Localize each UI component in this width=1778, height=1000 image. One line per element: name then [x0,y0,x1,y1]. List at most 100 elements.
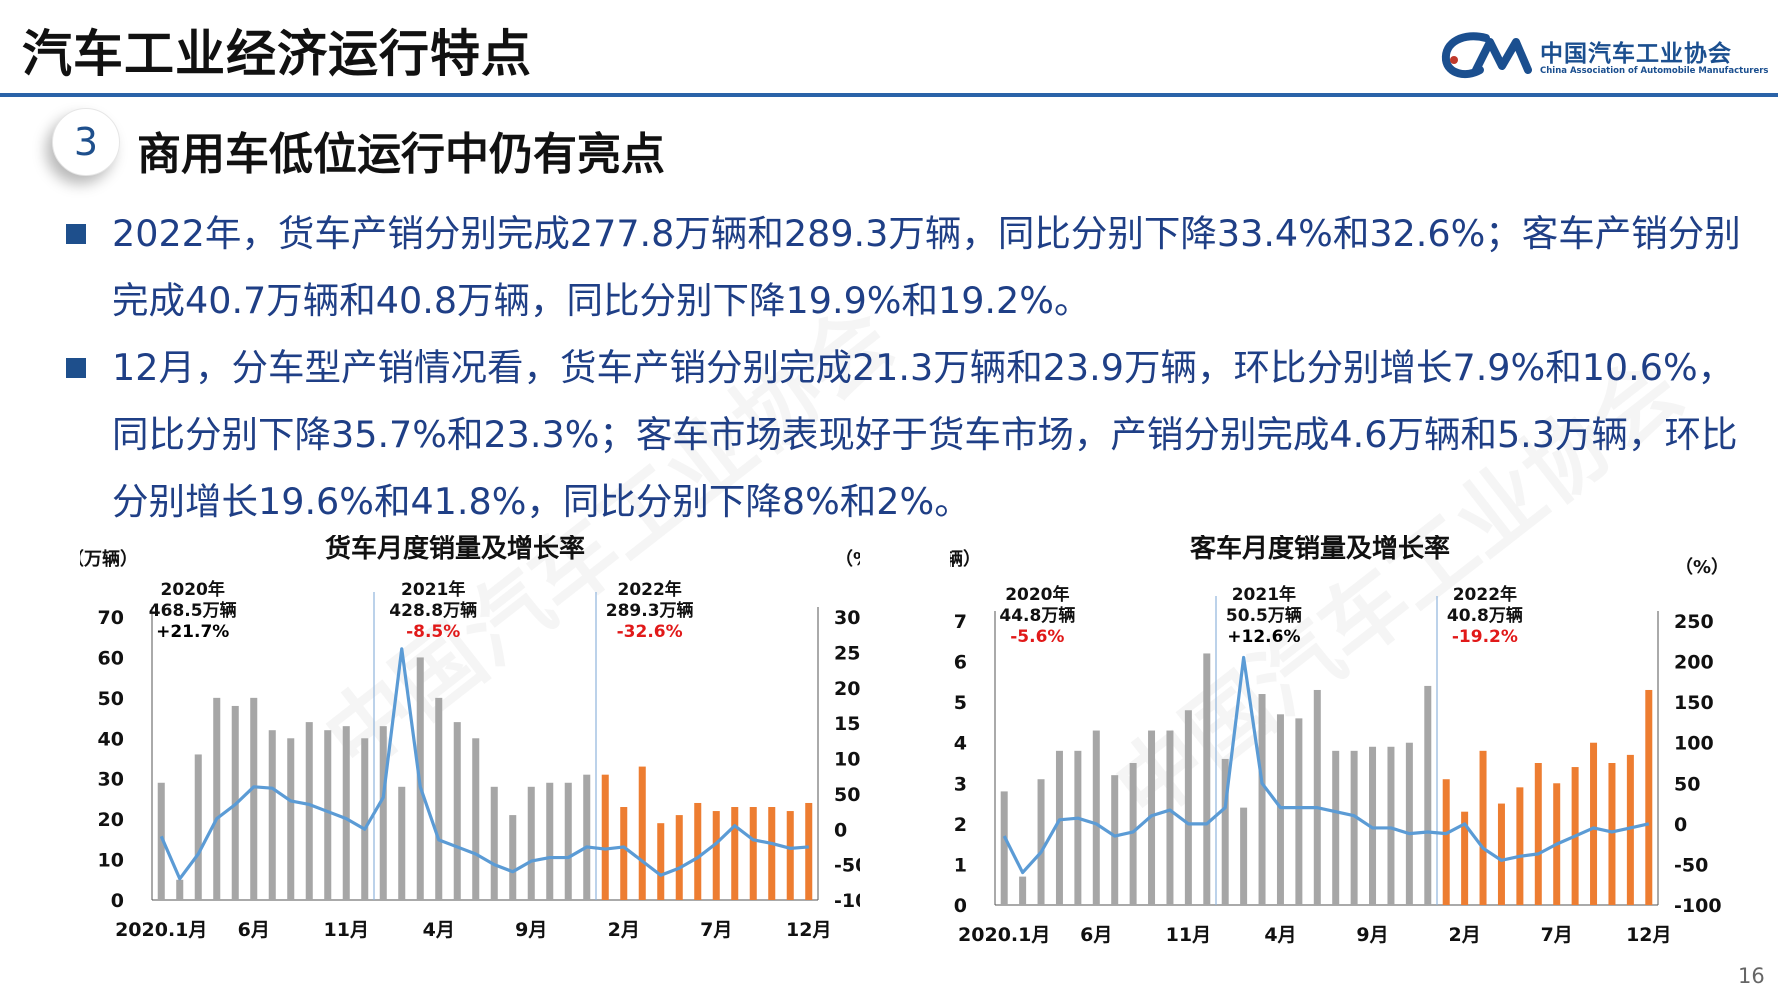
section-number: 3 [73,120,99,164]
y2-tick-label: 0 [834,819,847,841]
y-tick-label: 2 [954,814,967,836]
y2-tick-label: 200 [834,678,860,700]
bus-sales-chart: 客车月度销量及增长率 （万辆） （%） 0 1 2 3 4 5 6 7 -100 -50 0 50 100 15… [950,535,1750,950]
square-bullet-icon [66,224,86,244]
year-label: 2022年 [1453,584,1517,605]
y2-axis-label: （%） [835,549,860,570]
bar [1405,742,1413,905]
bar [1184,710,1192,905]
bar [1258,694,1266,905]
year-growth-label: -19.2% [1452,627,1518,647]
y2-tick-label: 250 [1674,611,1714,633]
bar [1590,742,1598,905]
bar [786,811,794,900]
year-total-label: 50.5万辆 [1226,605,1302,626]
bar [1240,807,1248,905]
x-tick-label: 2月 [1449,924,1481,946]
bar [1092,730,1100,905]
bar [1442,779,1450,905]
year-growth-label: +12.6% [1227,627,1300,647]
bar [749,807,757,900]
truck-sales-chart: 货车月度销量及增长率 （万辆） （%） 0 10 20 30 40 50 60 70 -100 -50 0… [80,535,860,950]
y-axis-label: （万辆） [80,548,138,570]
bar [1497,803,1505,905]
y-tick-label: 0 [111,890,124,912]
y2-tick-label: -50 [1674,854,1708,876]
bar [1129,763,1137,905]
y2-tick-label: 50 [1674,773,1700,795]
bar [176,879,184,900]
bar [490,786,498,900]
year-total-label: 289.3万辆 [606,600,694,621]
bar [1626,754,1634,905]
bullet-item: 2022年，货车产销分别完成277.8万辆和289.3万辆，同比分别下降33.4… [60,200,1760,334]
bar [1350,750,1358,905]
growth-line [159,647,809,881]
y2-tick-label: 0 [1674,814,1687,836]
year-label: 2020年 [1005,584,1069,605]
chart-title: 客车月度销量及增长率 [1190,535,1450,564]
bar [712,811,720,900]
y2-tick-label: -100 [1674,895,1722,917]
bar [1516,787,1524,905]
bar [620,807,628,900]
bar [1221,758,1229,905]
bar [583,774,591,900]
x-tick-label: 7月 [700,919,732,941]
y-tick-label: 40 [98,728,124,750]
y-tick-label: 50 [98,688,124,710]
year-growth-label: +21.7% [156,622,229,642]
bar [1534,763,1542,905]
year-growth-label: -8.5% [406,622,460,642]
bullet-text: 2022年，货车产销分别完成277.8万辆和289.3万辆，同比分别下降33.4… [112,212,1741,322]
bar [379,726,387,900]
bar [805,802,813,900]
bar [435,697,443,900]
y-tick-label: 30 [98,769,124,791]
bar [638,766,646,900]
logo-text-cn: 中国汽车工业协会 [1540,41,1732,67]
bar [1000,791,1008,905]
chart-title: 货车月度销量及增长率 [325,535,585,564]
section-title: 商用车低位运行中仍有亮点 [137,129,665,180]
x-tick-label: 2020.1月 [958,924,1050,946]
year-total-label: 40.8万辆 [1447,605,1523,626]
bar [1608,763,1616,905]
x-tick-label: 9月 [515,919,547,941]
bar [564,782,572,900]
bar [1111,775,1119,905]
logo-mark-icon [1441,32,1532,79]
bar [157,782,165,900]
bar [342,726,350,900]
bar [1074,750,1082,905]
y-tick-label: 3 [954,773,967,795]
year-growth-label: -5.6% [1010,627,1064,647]
x-tick-label: 4月 [1264,924,1296,946]
bar [1479,750,1487,905]
bullet-text: 12月，分车型产销情况看，货车产销分别完成21.3万辆和23.9万辆，环比分别增… [112,346,1738,523]
page-number: 16 [1738,964,1765,988]
y-tick-label: 70 [98,607,124,629]
bar [1332,750,1340,905]
square-bullet-icon [66,358,86,378]
bar [1645,689,1653,905]
x-tick-label: 11月 [324,919,369,941]
y-tick-label: 1 [954,854,967,876]
bar [1424,685,1432,905]
bar [1203,653,1211,905]
bar [213,697,221,900]
x-tick-label: 9月 [1356,924,1388,946]
header: 汽车工业经济运行特点 中国汽车工业协会 China Association of… [0,0,1778,97]
y-tick-label: 0 [954,895,967,917]
bar [1055,750,1063,905]
bar [1313,689,1321,905]
bar [1461,811,1469,905]
bar [472,738,480,900]
y2-tick-label: -100 [834,890,860,912]
year-total-label: 428.8万辆 [389,600,477,621]
bar [731,807,739,900]
bar [1369,746,1377,905]
x-tick-label: 11月 [1166,924,1211,946]
bar [546,782,554,900]
x-tick-label: 12月 [786,919,831,941]
